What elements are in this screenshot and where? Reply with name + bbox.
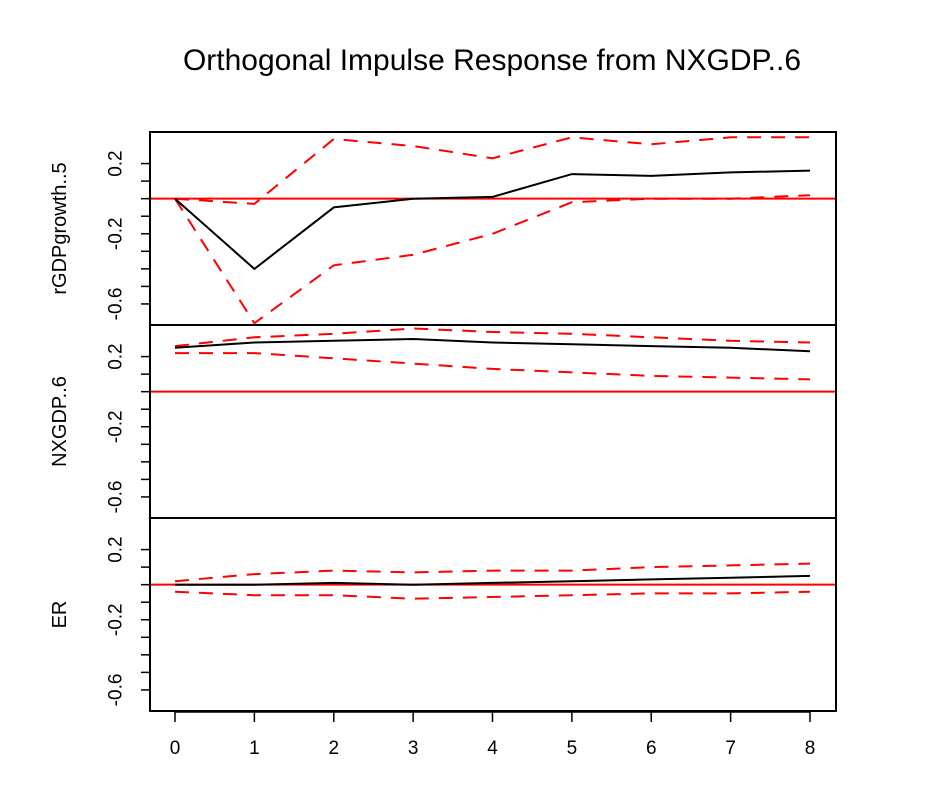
- panel-3: -0.6 -0.2 0.2 ER: [49, 517, 837, 712]
- x-tick-label: 6: [646, 738, 657, 759]
- y-tick-label: -0.2: [106, 410, 127, 443]
- y-tick-label: -0.6: [106, 288, 127, 321]
- y-tick-label: 0.2: [106, 536, 127, 562]
- y-tick-label: -0.6: [106, 481, 127, 514]
- x-tick-label: 2: [328, 738, 339, 759]
- x-axis: 0 1 2 3 4 5 6 7 8: [170, 711, 816, 759]
- panel-ylabel: NXGDP..6: [49, 376, 71, 467]
- x-tick-label: 3: [408, 738, 419, 759]
- x-tick-label: 8: [805, 738, 816, 759]
- x-tick-label: 5: [567, 738, 578, 759]
- y-tick-label: 0.2: [106, 150, 127, 176]
- ci-upper-line: [174, 327, 811, 348]
- y-tick-label: -0.2: [106, 217, 127, 250]
- response-line: [175, 574, 811, 586]
- x-tick-label: 4: [487, 738, 498, 759]
- response-line: [174, 169, 811, 271]
- y-tick-label: 0.2: [106, 343, 127, 369]
- response-line: [174, 337, 811, 353]
- ci-lower-line: [174, 194, 811, 325]
- x-tick-label: 7: [725, 738, 736, 759]
- panel-ylabel: ER: [49, 601, 71, 629]
- ci-lower-line: [174, 590, 811, 600]
- x-tick-label: 1: [249, 738, 260, 759]
- ci-upper-line: [174, 562, 811, 583]
- panel-1: -0.6 -0.2 0.2 rGDPgrowth..5: [49, 131, 837, 326]
- panel-frame: [149, 517, 837, 712]
- panels-group: -0.6 -0.2 0.2 rGDPgrowth..5 -0.6 -0.2 0.2 NXGDP…: [49, 131, 837, 712]
- panel-ylabel: rGDPgrowth..5: [49, 162, 71, 294]
- ci-lower-line: [175, 352, 811, 381]
- chart-title: Orthogonal Impulse Response from NXGDP..…: [183, 44, 801, 77]
- ci-upper-line: [174, 136, 810, 205]
- panel-frame: [149, 131, 837, 326]
- x-tick-label: 0: [170, 738, 181, 759]
- y-tick-label: -0.6: [106, 674, 127, 707]
- y-tick-label: -0.2: [106, 603, 127, 636]
- panel-2: -0.6 -0.2 0.2 NXGDP..6: [49, 324, 837, 519]
